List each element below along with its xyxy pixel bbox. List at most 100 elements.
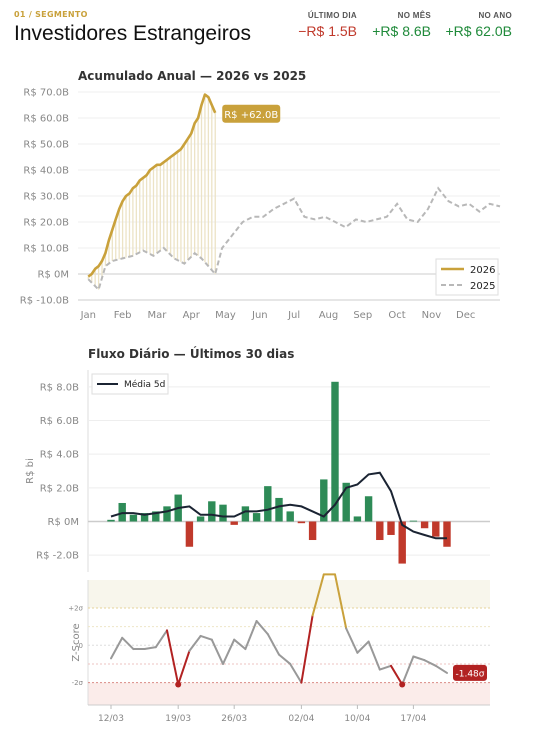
y-tick-label: R$ 60.0B (23, 114, 69, 125)
bar (275, 497, 283, 522)
y-tick-label: R$ 2.0B (40, 483, 79, 494)
kpi-label: NO MÊS (397, 11, 431, 20)
zscore-segment (121, 636, 135, 651)
y-tick-label: -2σ (72, 679, 84, 687)
page-title: Investidores Estrangeiros (14, 22, 251, 45)
zscore-segment (244, 620, 258, 651)
x-tick-label: Jan (80, 310, 96, 321)
kpi-no-mes: NO MÊS +R$ 8.6B (372, 11, 431, 39)
extreme-marker (399, 681, 406, 688)
series-2026-line (87, 93, 217, 278)
zscore-segment (110, 636, 124, 660)
legend-box (435, 258, 499, 296)
bar (420, 521, 429, 529)
y-tick-label: R$ 20.0B (23, 218, 69, 229)
zscore-segment (188, 634, 202, 652)
bar (219, 504, 227, 522)
extreme-marker (175, 681, 182, 688)
zscore-segment (266, 633, 280, 656)
legend-box (91, 373, 169, 395)
bar (152, 511, 160, 522)
zscore-segment (154, 629, 168, 649)
y-axis-label: Z-Score (71, 623, 82, 661)
zscore-segment (210, 638, 224, 665)
bar (264, 486, 272, 522)
zscore-segment (334, 573, 348, 630)
zscore-segment (311, 573, 325, 617)
bar (230, 521, 238, 525)
kpi-label: ÚLTIMO DIA (307, 11, 357, 20)
y-tick-label: R$ 10.0B (23, 244, 69, 255)
y-tick-label: R$ 6.0B (40, 416, 79, 427)
zscore-segment (166, 629, 180, 686)
zscore-segment (255, 620, 269, 636)
y-tick-label: R$ 70.0B (23, 88, 69, 99)
x-tick-label: 26/03 (221, 714, 247, 724)
annual-chart: R$ 70.0B R$ 60.0B R$ 50.0B R$ 40.0B R$ 30.0B… (20, 88, 501, 321)
x-tick-label: 10/04 (344, 714, 370, 724)
y-tick-label: +2σ (68, 604, 83, 612)
zscore-segment (289, 662, 303, 684)
y-tick-label: 0 (79, 642, 83, 650)
bar (387, 521, 395, 535)
bar (185, 521, 194, 547)
zscore-segment (434, 664, 448, 674)
upper-band (88, 580, 490, 608)
y-tick-label: R$ 40.0B (23, 166, 69, 177)
x-tick-label: 19/03 (165, 714, 191, 724)
bar (129, 514, 138, 522)
end-value-label: R$ +62.0B (224, 110, 278, 121)
x-tick-label: Mar (147, 310, 167, 321)
zscore-segment (177, 649, 191, 686)
zscore-segment (345, 627, 359, 654)
y-tick-label: R$ 30.0B (23, 192, 69, 203)
bar (196, 516, 205, 522)
bar (308, 521, 317, 541)
x-tick-label: 17/04 (400, 714, 426, 724)
zscore-segment (378, 664, 392, 671)
daily-flow-chart: R$ 8.0B R$ 6.0B R$ 4.0B R$ 2.0B R$ 0M R$ -2.0… (25, 370, 490, 572)
zscore-segment (222, 638, 236, 665)
zscore-segment (356, 640, 370, 654)
legend-label-2025: 2025 (470, 281, 495, 292)
zscore-badge-label: -1.48σ (456, 669, 485, 679)
x-tick-label: Feb (114, 310, 132, 321)
zscore-chart: +2σ 0 -2σ Z-Score -1.48σ 12/03 19/03 26/03 02/04… (68, 573, 490, 724)
bar (107, 519, 115, 522)
bar (320, 479, 328, 522)
kpi-no-ano: NO ANO +R$ 62.0B (445, 11, 512, 39)
zscore-segment (423, 659, 437, 667)
end-value-badge (222, 104, 281, 123)
zscore-segment (367, 640, 381, 671)
bar (353, 516, 362, 522)
bar (241, 506, 250, 522)
bar (208, 501, 216, 522)
bar (252, 513, 261, 522)
zscore-segment (390, 664, 404, 686)
y-tick-label: R$ 0M (38, 270, 69, 281)
zscore-segment (143, 646, 157, 651)
x-tick-label: Apr (183, 310, 201, 321)
bar (286, 511, 294, 522)
kpi-ultimo-dia: ÚLTIMO DIA −R$ 1.5B (298, 11, 357, 39)
y-axis-label: R$ bi (25, 458, 36, 484)
bar (443, 521, 451, 547)
y-tick-label: R$ 0M (48, 517, 79, 528)
moving-average-line (110, 471, 447, 540)
legend-label-ma: Média 5d (124, 379, 165, 390)
annual-chart-title: Acumulado Anual — 2026 vs 2025 (78, 69, 306, 83)
zscore-segment (401, 655, 415, 686)
y-tick-label: R$ -10.0B (20, 296, 69, 307)
x-tick-label: Aug (319, 310, 339, 321)
bar (432, 521, 440, 537)
kpi-value: −R$ 1.5B (298, 23, 357, 39)
y-tick-label: R$ 4.0B (40, 450, 79, 461)
bar (342, 482, 350, 522)
bar (163, 506, 171, 522)
kpi-value: +R$ 8.6B (372, 23, 431, 39)
x-tick-label: 12/03 (98, 714, 124, 724)
kpi-label: NO ANO (478, 11, 512, 20)
y-tick-label: R$ 50.0B (23, 140, 69, 151)
bar (364, 496, 373, 522)
